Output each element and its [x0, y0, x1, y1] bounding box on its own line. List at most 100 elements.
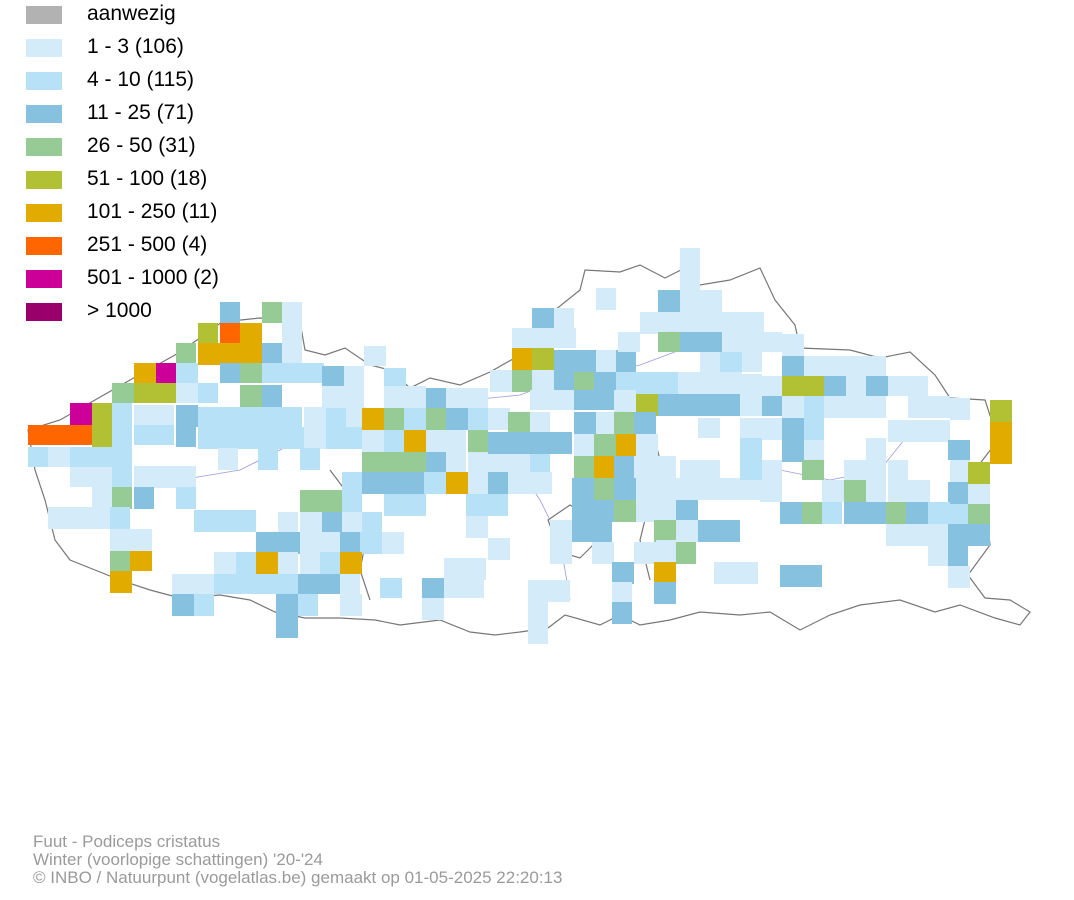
grid-cell: [110, 529, 132, 551]
grid-cell: [742, 312, 764, 332]
grid-cell: [676, 478, 698, 500]
grid-cell: [134, 425, 154, 445]
grid-cell: [278, 532, 300, 554]
grid-cell: [762, 394, 784, 416]
grid-cell: [262, 302, 282, 323]
grid-cell: [676, 542, 696, 564]
grid-cell: [594, 500, 616, 522]
grid-cell: [948, 440, 970, 460]
grid-cell: [614, 500, 636, 522]
grid-cell: [636, 478, 656, 500]
grid-cell: [468, 452, 488, 472]
grid-cell: [804, 418, 824, 440]
grid-cell: [528, 622, 548, 644]
grid-cell: [298, 574, 318, 594]
grid-cell: [634, 456, 656, 478]
grid-cell: [300, 448, 320, 470]
legend-label: aanwezig: [87, 2, 176, 25]
grid-cell: [262, 407, 282, 429]
grid-cell: [214, 510, 236, 532]
grid-cell: [404, 472, 426, 494]
grid-cell: [198, 343, 220, 365]
grid-cell: [444, 578, 466, 598]
grid-cell: [990, 442, 1012, 464]
grid-cell: [722, 332, 742, 352]
grid-cell: [304, 363, 324, 383]
grid-cell: [318, 574, 340, 594]
grid-cell: [466, 494, 488, 516]
grid-cell: [278, 552, 298, 574]
grid-cell: [802, 502, 822, 524]
grid-cell: [866, 480, 886, 502]
grid-cell: [844, 502, 866, 524]
legend-label: 51 - 100 (18): [87, 167, 208, 190]
grid-cell: [888, 420, 908, 442]
grid-cell: [48, 447, 70, 467]
grid-cell: [490, 370, 512, 392]
legend-label: 251 - 500 (4): [87, 233, 208, 256]
grid-cell: [154, 425, 174, 445]
legend-swatch: [26, 138, 62, 156]
grid-cell: [528, 580, 550, 602]
grid-cell: [240, 323, 262, 343]
grid-cell: [236, 574, 258, 594]
grid-cell: [282, 343, 302, 365]
grid-cell: [300, 532, 320, 554]
grid-cell: [512, 328, 534, 348]
grid-cell: [342, 490, 362, 512]
grid-cell: [322, 366, 344, 386]
grid-cell: [256, 552, 278, 574]
legend-label: 501 - 1000 (2): [87, 266, 219, 289]
grid-cell: [240, 385, 262, 407]
grid-cell: [740, 418, 762, 440]
grid-cell: [488, 432, 510, 454]
grid-cell: [594, 478, 614, 500]
grid-cell: [990, 400, 1012, 422]
grid-cell: [700, 290, 722, 312]
grid-cell: [112, 467, 132, 487]
legend-swatch: [26, 6, 62, 24]
grid-cell: [968, 482, 990, 504]
grid-cell: [616, 434, 636, 456]
grid-cell: [488, 538, 510, 560]
grid-cell: [422, 598, 444, 620]
grid-cell: [256, 574, 276, 594]
grid-cell: [276, 616, 298, 638]
grid-cell: [554, 328, 576, 348]
grid-cell: [364, 346, 386, 366]
legend-item: 501 - 1000 (2): [26, 266, 286, 289]
grid-cell: [240, 407, 262, 429]
grid-cell: [176, 383, 198, 403]
grid-cell: [658, 332, 680, 352]
legend-label: 26 - 50 (31): [87, 134, 196, 157]
grid-cell: [344, 386, 364, 408]
grid-cell: [172, 574, 194, 594]
grid-cell: [680, 248, 700, 270]
grid-cell: [908, 480, 930, 502]
grid-cell: [362, 408, 384, 430]
species-title: Fuut - Podiceps cristatus: [33, 832, 221, 851]
grid-cell: [718, 478, 740, 500]
grid-cell: [780, 565, 802, 587]
grid-cell: [464, 578, 484, 598]
grid-cell: [340, 552, 362, 574]
grid-cell: [172, 594, 194, 616]
grid-cell: [656, 500, 678, 522]
grid-cell: [888, 480, 908, 502]
grid-cell: [968, 504, 990, 526]
grid-cell: [930, 420, 950, 442]
grid-cell: [844, 356, 866, 376]
grid-cell: [700, 312, 722, 332]
grid-cell: [256, 532, 278, 554]
grid-cell: [304, 427, 326, 449]
grid-cell: [110, 571, 132, 593]
legend-swatch: [26, 303, 62, 321]
grid-cell: [698, 460, 720, 480]
grid-cell: [634, 412, 656, 434]
grid-cell: [950, 398, 970, 420]
grid-cell: [866, 502, 886, 524]
grid-cell: [50, 425, 72, 445]
grid-cell: [844, 480, 866, 502]
legend-item: 1 - 3 (106): [26, 35, 286, 58]
grid-cell: [530, 472, 552, 494]
